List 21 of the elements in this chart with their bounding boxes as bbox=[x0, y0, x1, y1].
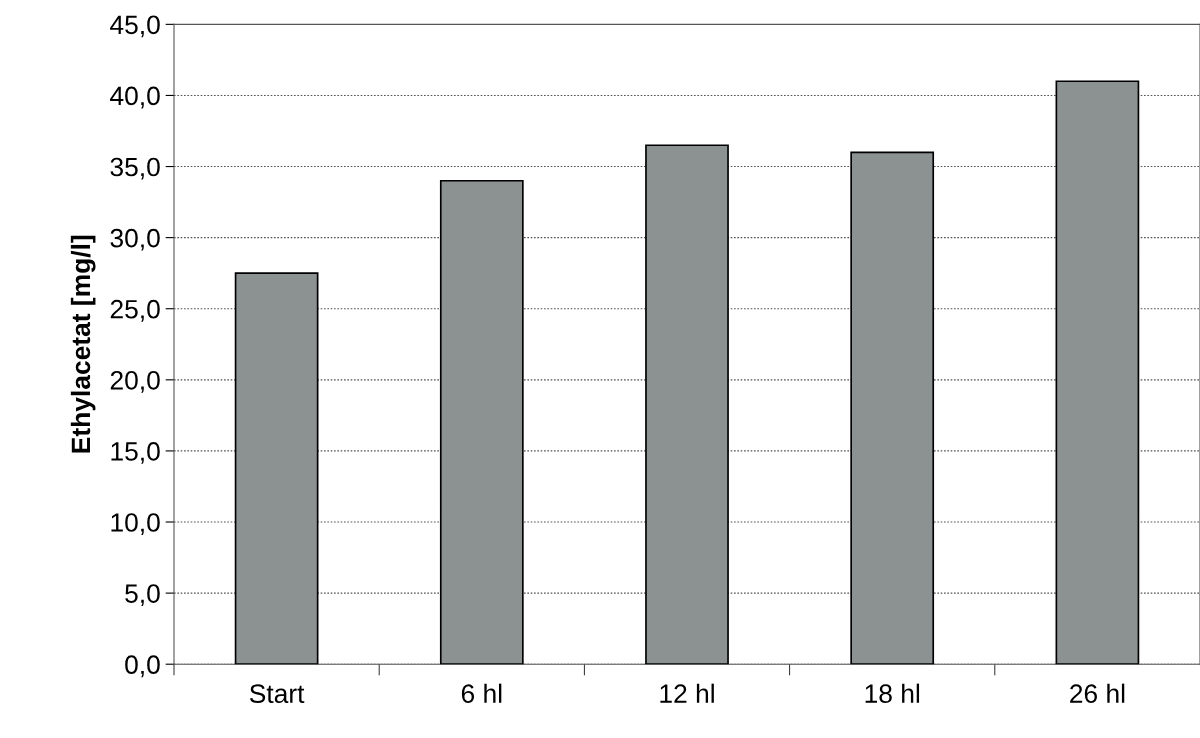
y-tick-label: 45,0 bbox=[110, 15, 160, 38]
y-tick-label: 0,0 bbox=[125, 655, 160, 678]
x-tick-label: 6 hl bbox=[461, 683, 502, 704]
y-tick-label: 20,0 bbox=[110, 370, 160, 393]
bar bbox=[850, 151, 935, 665]
bar bbox=[645, 144, 729, 665]
y-tick-label: 40,0 bbox=[110, 86, 160, 109]
y-tick-label: 10,0 bbox=[111, 513, 160, 535]
bar bbox=[439, 179, 524, 665]
x-tick-label: 12 hl bbox=[660, 683, 714, 703]
x-tick-label: 26 hl bbox=[1070, 683, 1125, 704]
x-tick-label: Start bbox=[249, 684, 305, 704]
bar bbox=[1055, 80, 1140, 665]
y-tick-label: 5,0 bbox=[125, 584, 160, 607]
bar bbox=[234, 272, 319, 665]
y-axis-title: Ethylacetat [mg/l] bbox=[70, 235, 96, 453]
y-tick-label: 30,0 bbox=[110, 228, 160, 251]
y-tick-label: 15,0 bbox=[111, 442, 160, 464]
y-tick-label: 25,0 bbox=[110, 299, 160, 322]
x-tick-label: 18 hl bbox=[865, 683, 920, 704]
y-tick-label: 35,0 bbox=[110, 157, 160, 180]
